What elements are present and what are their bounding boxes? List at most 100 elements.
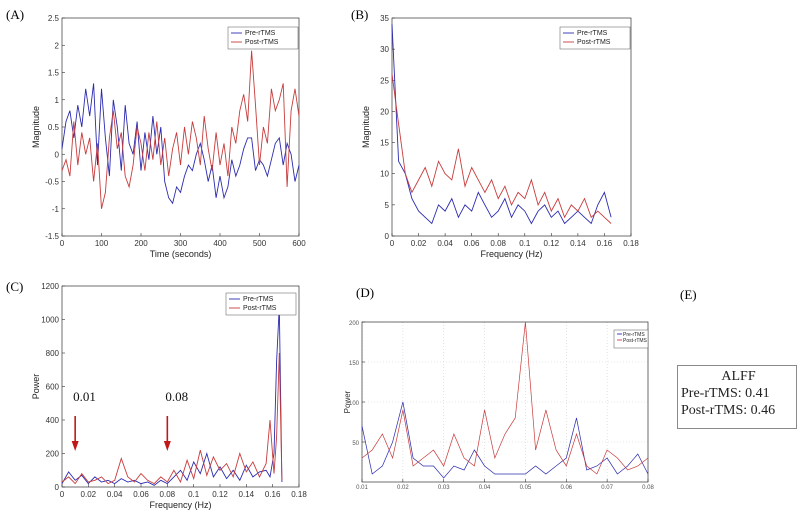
chart-d-power-zoom: 0.01 0.02 0.03 0.04 0.05 0.06 0.07 0.08 50 100 150… — [343, 321, 654, 491]
chart-d-x-tick-label: 0.03 — [438, 485, 450, 491]
chart-b-x-tick-label: 0.08 — [490, 239, 506, 248]
chart-a-x-axis-label: Time (seconds) — [150, 249, 212, 259]
chart-b-x-axis-label: Frequency (Hz) — [480, 249, 542, 259]
chart-a-y-tick-label: 1.5 — [48, 69, 60, 78]
chart-a-x-tick-label: 300 — [174, 239, 188, 248]
chart-c-y-tick-label: 800 — [46, 349, 60, 358]
chart-c-power-spectrum: 0 0.02 0.04 0.06 0.08 0.1 0.12 0.14 0.16 0.18 0 200… — [31, 282, 307, 510]
chart-c-x-tick-label: 0.02 — [81, 490, 97, 499]
chart-b-x-tick-label: 0.12 — [544, 239, 560, 248]
chart-a-time-series: 0 100 200 300 400 500 600 -1.5 -1 -0.5 0 0.5 1 1.5 2 2.… — [31, 14, 306, 259]
chart-d-legend-label: Post-rTMS — [623, 338, 648, 344]
alff-post-value: Post-rTMS: 0.46 — [681, 403, 776, 418]
chart-c-y-tick-label: 0 — [55, 483, 60, 492]
chart-c-annotation-arrow-head — [163, 441, 171, 451]
chart-c-y-axis-label: Power — [31, 374, 41, 400]
alff-pre-value: Pre-rTMS: 0.41 — [681, 386, 770, 401]
chart-b-y-tick-label: 0 — [385, 232, 390, 241]
chart-c-y-tick-label: 1000 — [41, 316, 59, 325]
chart-a-legend-label: Post-rTMS — [245, 39, 279, 46]
chart-c-y-tick-label: 400 — [46, 416, 60, 425]
chart-b-y-tick-label: 35 — [380, 14, 389, 23]
chart-c-series-post-line — [61, 352, 283, 485]
chart-b-x-tick-label: 0.14 — [570, 239, 586, 248]
chart-a-x-tick-label: 200 — [134, 239, 148, 248]
chart-a-legend-box — [227, 26, 299, 50]
chart-b-x-tick-label: 0.18 — [623, 239, 639, 248]
panel-label-c: (C) — [6, 279, 23, 294]
chart-b-y-tick-label: 5 — [385, 201, 390, 210]
chart-b-x-tick-label: 0.06 — [464, 239, 480, 248]
chart-a-y-axis-label: Magnitude — [31, 106, 41, 148]
panel-label-a: (A) — [6, 7, 24, 22]
chart-b-legend-label: Post-rTMS — [577, 39, 611, 46]
chart-b-legend-box — [559, 26, 631, 50]
chart-a-y-tick-label: 1 — [55, 96, 60, 105]
chart-b-x-tick-label: 0.04 — [437, 239, 453, 248]
chart-c-annotation-label: 0.01 — [73, 389, 96, 404]
chart-a-y-tick-label: 2 — [55, 41, 60, 50]
chart-b-x-tick-label: 0.16 — [597, 239, 613, 248]
panel-label-d: (D) — [356, 285, 374, 300]
chart-d-x-tick-label: 0.02 — [397, 485, 409, 491]
chart-a-x-tick-label: 500 — [253, 239, 267, 248]
chart-a-x-tick-label: 100 — [95, 239, 109, 248]
chart-b-y-tick-label: 20 — [380, 107, 389, 116]
chart-c-x-tick-label: 0 — [60, 490, 65, 499]
chart-d-y-axis-label: Power — [343, 390, 352, 413]
chart-a-y-tick-label: -0.5 — [45, 178, 59, 187]
chart-c-legend-label: Post-rTMS — [243, 305, 277, 312]
chart-b-spectrum: 0 0.02 0.04 0.06 0.08 0.1 0.12 0.14 0.16 0.18 0 5 10… — [361, 14, 639, 259]
chart-c-plot-frame — [61, 285, 300, 488]
chart-d-y-tick-label: 50 — [352, 441, 359, 447]
alff-summary-box: ALFF Pre-rTMS: 0.41 Post-rTMS: 0.46 — [677, 365, 797, 429]
chart-b-y-tick-label: 15 — [380, 139, 389, 148]
chart-c-x-axis-label: Frequency (Hz) — [149, 500, 211, 510]
chart-c-x-tick-label: 0.06 — [133, 490, 149, 499]
chart-d-y-tick-label: 200 — [349, 321, 360, 327]
chart-a-x-tick-label: 0 — [60, 239, 65, 248]
chart-c-x-tick-label: 0.04 — [107, 490, 123, 499]
chart-c-x-tick-label: 0.08 — [160, 490, 176, 499]
chart-a-y-tick-label: -1.5 — [45, 232, 59, 241]
chart-b-legend-label: Pre-rTMS — [577, 30, 608, 37]
chart-b-plot-frame — [391, 17, 632, 237]
chart-c-legend-box — [225, 292, 297, 316]
chart-d-x-tick-label: 0.06 — [560, 485, 572, 491]
chart-b-x-tick-label: 0.1 — [519, 239, 531, 248]
chart-a-series-post-line — [61, 50, 300, 209]
chart-a-legend-label: Pre-rTMS — [245, 30, 276, 37]
chart-c-x-tick-label: 0.16 — [265, 490, 281, 499]
chart-b-series-post-line — [391, 74, 612, 224]
chart-a-x-tick-label: 400 — [213, 239, 227, 248]
chart-d-x-tick-label: 0.05 — [520, 485, 532, 491]
panel-label-b: (B) — [351, 7, 368, 22]
chart-b-y-tick-label: 25 — [380, 76, 389, 85]
chart-c-annotation-arrow-head — [71, 441, 79, 451]
chart-b-y-tick-label: 10 — [380, 170, 389, 179]
chart-a-series-pre-line — [61, 83, 300, 205]
chart-b-series-pre-line — [391, 24, 612, 225]
chart-d-x-tick-label: 0.01 — [356, 485, 368, 491]
chart-a-y-tick-label: 2.5 — [48, 14, 60, 23]
chart-c-x-tick-label: 0.12 — [212, 490, 228, 499]
chart-b-y-axis-label: Magnitude — [361, 106, 371, 148]
chart-a-x-tick-label: 600 — [292, 239, 306, 248]
chart-c-x-tick-label: 0.18 — [291, 490, 307, 499]
chart-d-legend-box — [613, 329, 649, 349]
chart-b-x-tick-label: 0 — [390, 239, 395, 248]
chart-c-x-tick-label: 0.14 — [239, 490, 255, 499]
chart-c-y-tick-label: 600 — [46, 383, 60, 392]
chart-a-y-tick-label: 0 — [55, 150, 60, 159]
chart-c-y-tick-label: 200 — [46, 450, 60, 459]
chart-c-series-pre-line — [61, 306, 283, 486]
chart-d-x-tick-label: 0.07 — [601, 485, 613, 491]
chart-c-annotation-label: 0.08 — [165, 389, 188, 404]
chart-a-y-tick-label: -1 — [52, 205, 60, 214]
alff-title: ALFF — [721, 369, 756, 384]
chart-d-y-tick-label: 150 — [349, 361, 360, 367]
chart-b-x-tick-label: 0.02 — [411, 239, 427, 248]
chart-c-x-tick-label: 0.1 — [188, 490, 200, 499]
chart-d-series-pre-line — [361, 401, 649, 479]
